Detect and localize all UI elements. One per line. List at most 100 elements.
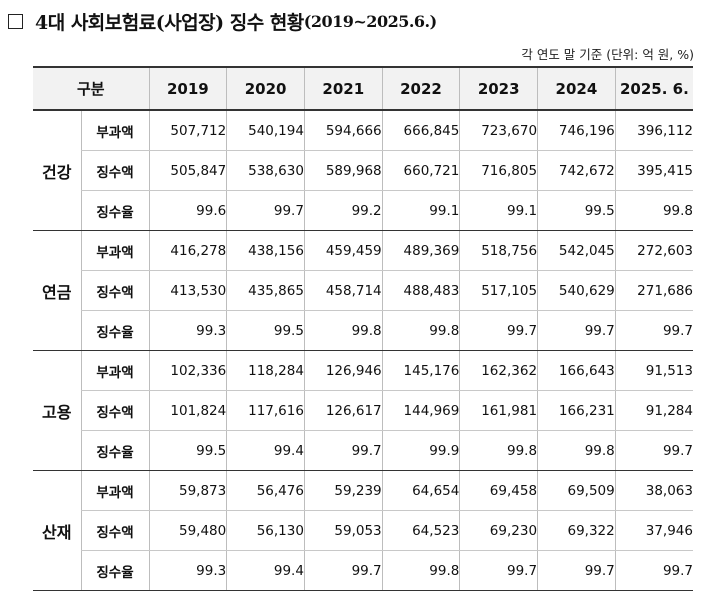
table-cell: 660,721 [381,150,460,191]
table-cell: 99.1 [459,190,538,231]
unit-note: 각 연도 말 기준 (단위: 억 원, %) [521,47,694,62]
table-cell: 540,629 [537,270,616,311]
table-cell: 746,196 [537,110,616,151]
table-cell: 488,483 [381,270,460,311]
table-cell: 69,322 [537,510,616,551]
table-cell: 99.9 [381,430,460,471]
row-label: 징수액 [80,390,150,431]
table-cell: 101,824 [148,390,227,431]
table-cell: 413,530 [148,270,227,311]
table-row: 건강 부과액 507,712 540,194 594,666 666,845 723,670… [33,110,693,231]
table-cell: 99.7 [614,430,693,471]
table-cell: 99.7 [459,310,538,351]
row-label: 징수율 [80,550,150,591]
table-cell: 64,523 [381,510,460,551]
table-cell: 742,672 [537,150,616,191]
row-label: 징수율 [80,190,150,231]
table-cell: 91,284 [614,390,693,431]
table-cell: 37,946 [614,510,693,551]
table-cell: 126,617 [303,390,383,431]
table-cell: 99.3 [148,550,227,591]
table-cell: 64,654 [381,470,460,511]
group-label: 산재 [33,470,81,591]
header-year: 2020 [226,66,305,111]
table-row: 징수액 101,824 117,616 126,617 144,969 161,981 16… [33,390,693,431]
title-main: 4대 사회보험료(사업장) 징수 현황 [35,11,304,34]
table-cell: 99.7 [226,190,305,231]
group-label: 연금 [33,230,81,351]
table-cell: 99.8 [614,190,693,231]
document-title: 4대 사회보험료(사업장) 징수 현황 (2019~2025.6.) [8,6,437,36]
table-cell: 396,112 [614,110,693,151]
table-cell: 666,845 [381,110,460,151]
table-cell: 99.7 [303,550,383,591]
table-cell: 56,476 [226,470,305,511]
table-row: 징수율 99.6 99.7 99.2 99.1 99.1 99.5 99.8 [33,190,693,231]
table-cell: 102,336 [148,350,227,391]
table-cell: 126,946 [303,350,383,391]
group-label: 건강 [33,110,81,231]
header-year: 2024 [537,66,616,111]
table-cell: 99.5 [226,310,305,351]
table-cell: 161,981 [459,390,538,431]
table-cell: 59,053 [303,510,383,551]
table-row: 연금 부과액 416,278 438,156 459,459 489,369 518,756… [33,230,693,351]
table-cell: 99.7 [459,550,538,591]
table-cell: 59,873 [148,470,227,511]
table-cell: 69,458 [459,470,538,511]
table-cell: 505,847 [148,150,227,191]
table-cell: 162,362 [459,350,538,391]
table-cell: 69,230 [459,510,538,551]
table-cell: 271,686 [614,270,693,311]
table-cell: 99.7 [303,430,383,471]
table-cell: 56,130 [226,510,305,551]
table-cell: 99.8 [537,430,616,471]
table-cell: 166,231 [537,390,616,431]
table-cell: 723,670 [459,110,538,151]
row-label: 부과액 [80,110,150,151]
row-label: 부과액 [80,350,150,391]
table-header-row: 구분 2019 2020 2021 2022 2023 2024 2025. 6. [33,66,693,111]
table-cell: 459,459 [303,230,383,271]
row-label: 징수액 [80,510,150,551]
table-cell: 99.5 [537,190,616,231]
row-label: 징수율 [80,430,150,471]
row-label: 징수액 [80,270,150,311]
row-label: 부과액 [80,470,150,511]
table-cell: 99.7 [614,550,693,591]
table-cell: 38,063 [614,470,693,511]
table-cell: 99.7 [537,310,616,351]
table-cell: 99.8 [381,550,460,591]
table-row: 징수액 505,847 538,630 589,968 660,721 716,805 74… [33,150,693,191]
table-cell: 517,105 [459,270,538,311]
header-year: 2021 [303,66,383,111]
header-year: 2019 [148,66,227,111]
checkbox-square-icon [8,13,23,29]
table-cell: 99.1 [381,190,460,231]
table-cell: 99.3 [148,310,227,351]
table-cell: 99.7 [537,550,616,591]
table-cell: 91,513 [614,350,693,391]
table-cell: 99.7 [614,310,693,351]
header-year: 2025. 6. [614,66,693,111]
table-cell: 145,176 [381,350,460,391]
row-label: 징수율 [80,310,150,351]
table-cell: 99.8 [459,430,538,471]
table-cell: 489,369 [381,230,460,271]
table-cell: 117,616 [226,390,305,431]
table-cell: 542,045 [537,230,616,271]
table-row: 징수액 59,480 56,130 59,053 64,523 69,230 69,322 3… [33,510,693,551]
table-row: 징수율 99.5 99.4 99.7 99.9 99.8 99.8 99.7 [33,430,693,471]
header-category: 구분 [33,66,150,111]
table-cell: 166,643 [537,350,616,391]
table-cell: 118,284 [226,350,305,391]
table-cell: 716,805 [459,150,538,191]
table-cell: 99.4 [226,550,305,591]
table-row: 징수율 99.3 99.5 99.8 99.8 99.7 99.7 99.7 [33,310,693,351]
row-label: 징수액 [80,150,150,191]
table-row: 산재 부과액 59,873 56,476 59,239 64,654 69,458 69,50… [33,470,693,591]
table-cell: 99.6 [148,190,227,231]
table-cell: 272,603 [614,230,693,271]
table-cell: 538,630 [226,150,305,191]
table-cell: 395,415 [614,150,693,191]
